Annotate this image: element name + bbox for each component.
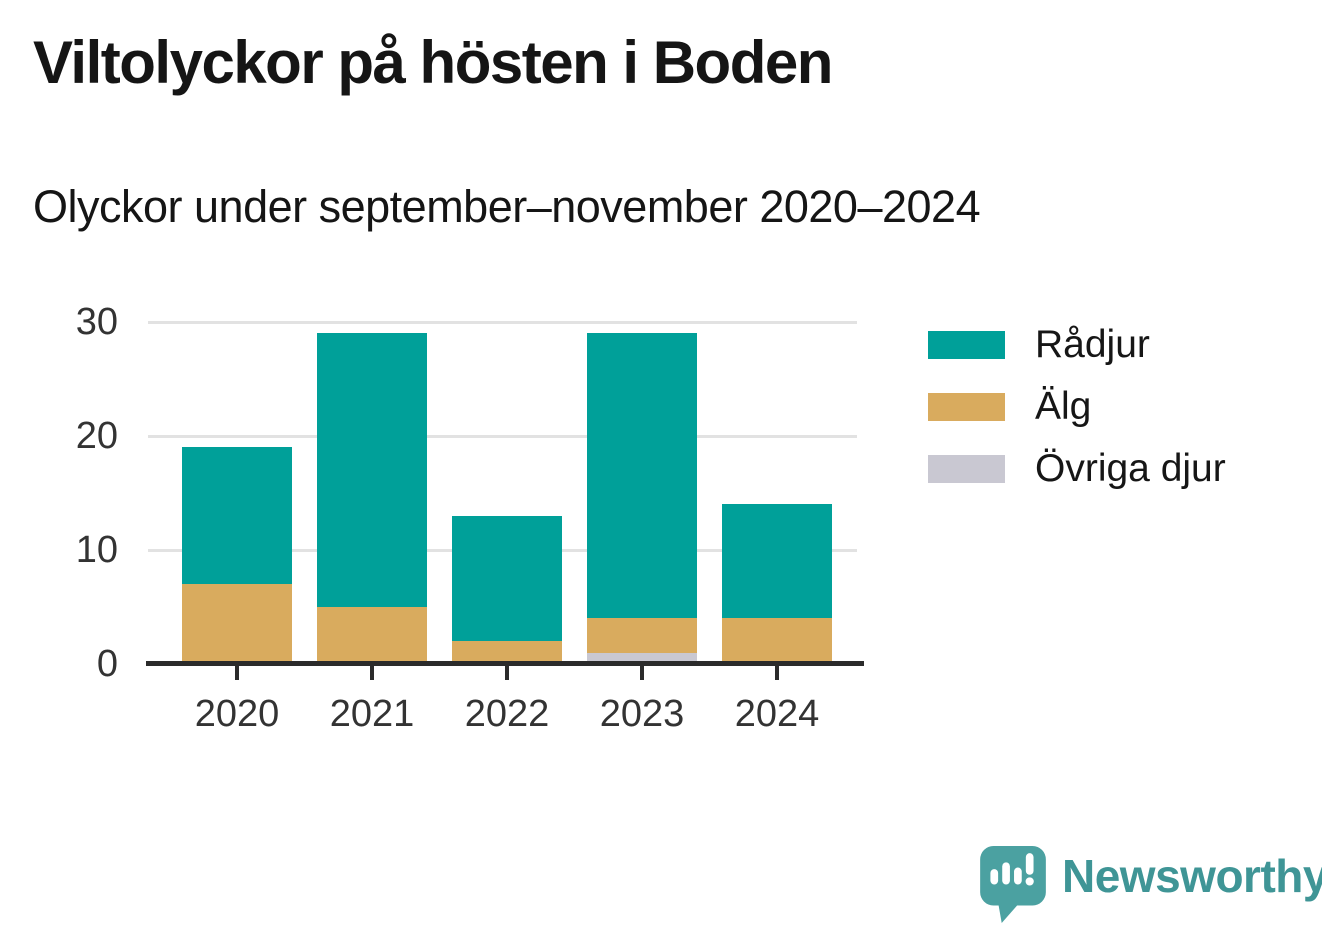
- x-axis-tick: [370, 666, 374, 680]
- x-axis-tick-label: 2024: [734, 693, 820, 735]
- x-axis-tick: [235, 666, 239, 680]
- x-axis-tick-label: 2023: [599, 693, 685, 735]
- legend-item: Övriga djur: [928, 447, 1226, 490]
- y-axis-tick-label: 30: [75, 301, 118, 343]
- chart-subtitle: Olyckor under september–november 2020–20…: [33, 181, 981, 232]
- bar-segment-radjur: [317, 333, 427, 607]
- bar-segment-ovriga-djur: [587, 652, 697, 664]
- x-axis-tick: [640, 666, 644, 680]
- x-axis-tick-label: 2020: [194, 693, 280, 735]
- legend-label-ovriga-djur: Övriga djur: [1035, 447, 1226, 490]
- chart-title: Viltolyckor på hösten i Boden: [33, 29, 833, 96]
- x-axis-tick-label: 2022: [464, 693, 550, 735]
- y-axis-tick-label: 20: [75, 415, 118, 457]
- logo-bar-3: [1014, 867, 1022, 885]
- legend-item: Rådjur: [928, 323, 1226, 366]
- bar-segment-alg: [722, 618, 832, 664]
- gridline: [148, 434, 857, 438]
- bar-segment-radjur: [452, 515, 562, 642]
- x-axis-line: [146, 661, 864, 666]
- bar-segment-radjur: [182, 447, 292, 585]
- logo-exclamation-bar: [1025, 853, 1034, 875]
- legend-swatch-alg: [928, 393, 1005, 421]
- bar-segment-alg: [587, 618, 697, 653]
- gridline: [148, 320, 857, 324]
- x-axis-tick: [775, 666, 779, 680]
- legend-swatch-radjur: [928, 331, 1005, 359]
- bar-segment-radjur: [722, 504, 832, 619]
- brand-name: Newsworthy: [1062, 850, 1322, 902]
- logo-bar-1: [990, 869, 999, 885]
- x-axis-tick-label: 2021: [329, 693, 415, 735]
- legend-swatch-ovriga-djur: [928, 455, 1005, 483]
- legend-label-alg: Älg: [1035, 385, 1092, 428]
- legend-label-radjur: Rådjur: [1035, 323, 1150, 366]
- bar-segment-alg: [452, 641, 562, 664]
- logo-exclamation-dot: [1025, 877, 1034, 886]
- x-axis-tick: [505, 666, 509, 680]
- legend-item: Älg: [928, 385, 1226, 428]
- legend: Rådjur Älg Övriga djur: [928, 323, 1226, 490]
- brand-footer: Newsworthy: [980, 846, 1322, 923]
- bar-segment-radjur: [587, 333, 697, 619]
- bar-segment-alg: [182, 584, 292, 664]
- newsworthy-logo-icon: [980, 846, 1046, 923]
- logo-bar-2: [1002, 862, 1010, 885]
- y-axis-tick-label: 0: [96, 643, 118, 685]
- y-axis-tick-label: 10: [75, 529, 118, 571]
- plot-area: [148, 320, 860, 664]
- bar-segment-alg: [317, 607, 427, 664]
